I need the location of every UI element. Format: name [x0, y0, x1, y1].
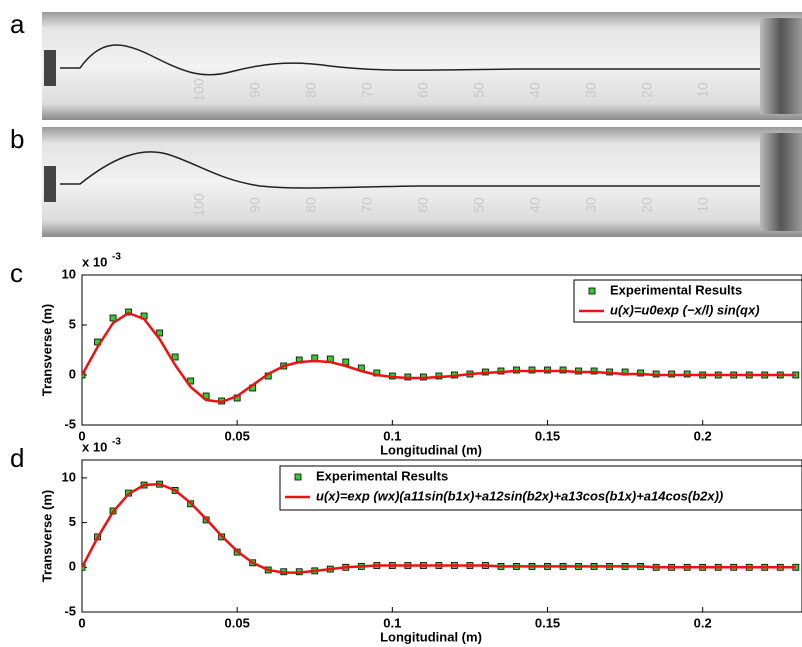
- scale-label: 10: [695, 82, 711, 98]
- y-axis-label: Transverse (m): [39, 304, 54, 397]
- scale-label: 30: [583, 82, 599, 98]
- scale-label: 100: [191, 193, 207, 217]
- y-multiplier-exponent: -3: [112, 437, 121, 448]
- y-tick-label: 5: [69, 514, 76, 529]
- legend-box: [573, 279, 802, 323]
- y-tick-label: 0: [69, 366, 76, 381]
- panel-label: b: [10, 124, 24, 154]
- x-axis-label: Longitudinal (m): [380, 629, 482, 644]
- x-axis-label: Longitudinal (m): [380, 442, 482, 457]
- legend-label: u(x)=u0exp (−x/l) sin(qx): [610, 302, 760, 317]
- scale-label: 80: [303, 82, 319, 98]
- y-tick-label: 10: [62, 266, 76, 281]
- x-tick-label: 0.2: [694, 615, 712, 630]
- data-point: [82, 371, 86, 379]
- x-tick-label: 0: [78, 428, 85, 443]
- scale-label: 30: [583, 197, 599, 213]
- data-point: [109, 314, 117, 322]
- legend-label: u(x)=exp (wx)(a11sin(b1x)+a12sin(b2x)+a1…: [316, 488, 723, 503]
- scale-label: 40: [527, 197, 543, 213]
- fit-line: [82, 482, 796, 574]
- x-tick-label: 0.05: [225, 615, 250, 630]
- scale-label: 60: [415, 197, 431, 213]
- photo-a: [42, 12, 802, 120]
- y-multiplier: x 10: [82, 254, 107, 269]
- legend-marker: [294, 473, 302, 481]
- data-point: [82, 563, 86, 571]
- scale-label: 50: [471, 82, 487, 98]
- y-multiplier: x 10: [82, 439, 107, 454]
- scale-label: 50: [471, 197, 487, 213]
- x-tick-label: 0.1: [383, 428, 401, 443]
- y-multiplier-exponent: -3: [112, 252, 121, 263]
- fit-line: [82, 311, 796, 404]
- scale-label: 20: [639, 82, 655, 98]
- y-tick-label: 5: [69, 316, 76, 331]
- scale-label: 100: [191, 78, 207, 102]
- legend-label: Experimental Results: [610, 282, 742, 297]
- y-tick-label: 0: [69, 559, 76, 574]
- y-tick-label: -5: [64, 416, 76, 431]
- photo-b: [42, 127, 802, 237]
- scale-label: 40: [527, 82, 543, 98]
- legend-label: Experimental Results: [316, 468, 448, 483]
- panel-label: c: [10, 258, 23, 288]
- y-axis-label: Transverse (m): [39, 490, 54, 583]
- x-tick-label: 0.15: [535, 428, 560, 443]
- x-tick-label: 0.05: [225, 428, 250, 443]
- scale-label: 90: [247, 197, 263, 213]
- x-tick-label: 0.2: [694, 428, 712, 443]
- data-point: [171, 353, 179, 361]
- plot-area: [82, 480, 800, 576]
- scale-label: 60: [415, 82, 431, 98]
- y-tick-label: -5: [64, 603, 76, 618]
- x-tick-label: 0: [78, 615, 85, 630]
- scale-label: 80: [303, 197, 319, 213]
- data-point: [156, 329, 163, 337]
- y-tick-label: 10: [62, 469, 76, 484]
- legend-box: [279, 465, 802, 511]
- scale-label: 90: [247, 82, 263, 98]
- x-tick-label: 0.15: [535, 615, 560, 630]
- legend-marker: [588, 287, 596, 295]
- scale-label: 70: [359, 197, 375, 213]
- panel-label: a: [10, 9, 25, 39]
- scale-label: 10: [695, 197, 711, 213]
- panel-label: d: [10, 443, 24, 473]
- scale-label: 70: [359, 82, 375, 98]
- scale-label: 20: [639, 197, 655, 213]
- x-tick-label: 0.1: [383, 615, 401, 630]
- data-point: [342, 358, 350, 366]
- plot-area: [82, 308, 800, 405]
